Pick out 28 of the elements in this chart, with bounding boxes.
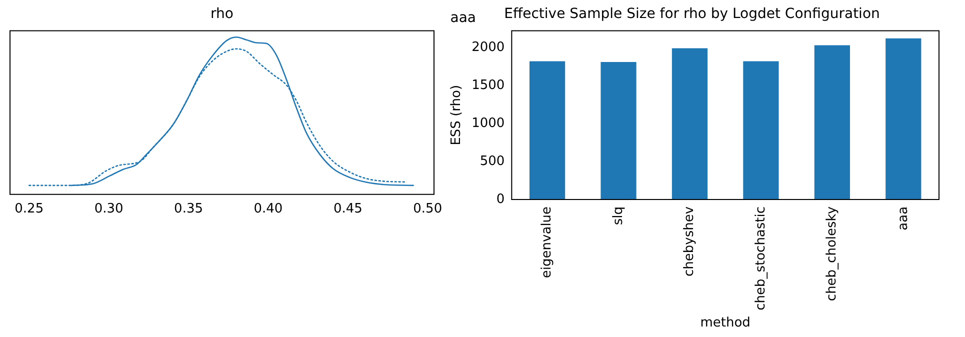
y-tick-label: 500: [480, 154, 505, 169]
bar: [814, 45, 850, 200]
x-tick-label: cheb_cholesky: [824, 206, 840, 302]
x-axis-title: method: [700, 316, 750, 331]
x-tick-label: 0.40: [254, 202, 283, 217]
x-tick-label: chebyshev: [682, 206, 698, 277]
x-tick-label: eigenvalue: [540, 206, 555, 278]
x-tick-label: 0.35: [174, 202, 204, 217]
chart-title: Effective Sample Size for rho by Logdet Configuration: [504, 6, 880, 22]
x-tick-label: 0.25: [14, 202, 44, 217]
x-tick-label: cheb_stochastic: [753, 206, 768, 310]
y-tick-label: 1500: [472, 78, 505, 93]
bar: [886, 38, 922, 200]
text: aaa: [450, 10, 476, 26]
y-tick-label: 2000: [472, 40, 505, 55]
bar: [529, 61, 566, 200]
x-tick-label: 0.50: [413, 202, 442, 217]
x-tick-label: 0.45: [333, 202, 362, 217]
x-tick-label: 0.30: [94, 202, 124, 217]
y-tick-label: 0: [496, 192, 505, 207]
y-tick-label: 1000: [472, 116, 505, 131]
bar: [743, 61, 779, 200]
x-tick-label: slq: [610, 206, 626, 226]
x-tick-label: aaa: [896, 206, 911, 230]
bar: [672, 48, 708, 200]
bar: [600, 62, 636, 200]
chart-title: rho: [210, 6, 234, 22]
y-axis-title: ESS (rho): [449, 84, 464, 146]
